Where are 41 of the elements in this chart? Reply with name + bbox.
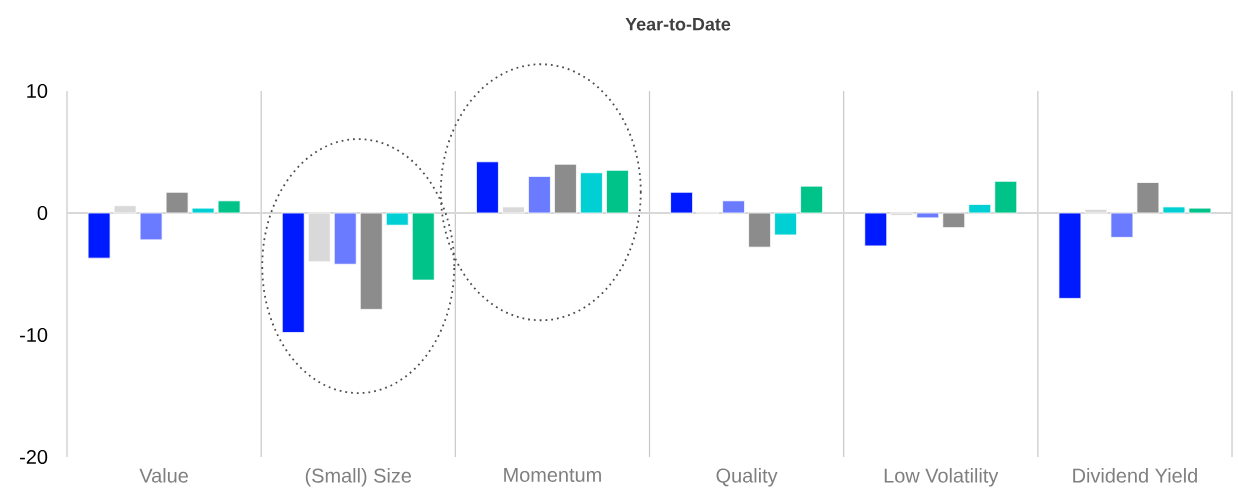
- bar: [165, 191, 189, 214]
- bar: [139, 212, 163, 241]
- bar: [217, 200, 241, 214]
- bar: [606, 169, 629, 214]
- bar: [994, 180, 1018, 214]
- bar: [800, 185, 823, 214]
- bar: [191, 207, 215, 214]
- x-tick-label: (Small) Size: [305, 468, 412, 487]
- x-tick-label: Dividend Yield: [1073, 468, 1197, 483]
- y-tick-label: -10: [20, 327, 48, 343]
- bar: [1136, 182, 1160, 214]
- bar: [281, 212, 305, 333]
- x-tick-label: Value: [139, 468, 188, 483]
- bar: [87, 212, 111, 259]
- bar: [554, 163, 577, 214]
- bar: [942, 212, 966, 229]
- y-tick-label: 0: [37, 205, 48, 221]
- bar: [385, 212, 409, 226]
- bar: [774, 212, 797, 236]
- bar: [722, 200, 745, 214]
- bar: [476, 161, 499, 214]
- bar: [1162, 206, 1186, 214]
- bar: [748, 212, 771, 248]
- y-tick-label: 10: [27, 83, 48, 99]
- bar: [1188, 207, 1212, 214]
- x-tick-label: Momentum: [504, 468, 601, 482]
- bar: [580, 172, 603, 214]
- bar: [528, 176, 551, 214]
- bar: [916, 212, 940, 219]
- bar: [864, 212, 888, 247]
- x-tick-label: Low Volatility: [884, 468, 999, 487]
- bar: [359, 212, 383, 310]
- bar: [1058, 212, 1082, 299]
- x-tick-label: Quality: [716, 468, 778, 487]
- bar: [1110, 212, 1134, 238]
- y-tick-label: -20: [20, 449, 48, 465]
- bar: [968, 204, 992, 214]
- chart-title: Year-to-Date: [625, 18, 731, 31]
- bar: [670, 191, 693, 214]
- bar: [411, 212, 435, 281]
- bar: [333, 212, 357, 265]
